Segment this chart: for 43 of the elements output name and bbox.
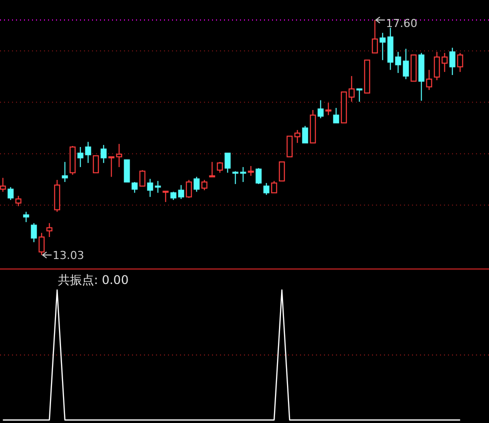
candlestick bbox=[147, 178, 154, 198]
candlestick bbox=[15, 195, 22, 207]
candlestick bbox=[426, 69, 432, 90]
candlestick bbox=[100, 144, 107, 164]
candlestick bbox=[256, 168, 262, 185]
chart-title: 共振点: 0.00 bbox=[58, 273, 129, 287]
annotation: 17.60 bbox=[386, 17, 418, 30]
candlestick bbox=[325, 102, 332, 116]
candlestick bbox=[46, 222, 52, 238]
candlestick bbox=[248, 166, 254, 176]
candlestick bbox=[154, 180, 161, 194]
candlestick bbox=[356, 88, 362, 102]
candlestick bbox=[294, 130, 300, 144]
candlestick bbox=[457, 52, 464, 72]
candlestick bbox=[271, 180, 278, 194]
candlestick bbox=[124, 159, 130, 182]
candlestick bbox=[186, 179, 192, 198]
candlestick bbox=[132, 181, 138, 194]
candlestick bbox=[318, 100, 324, 119]
candlestick bbox=[62, 161, 68, 182]
candlestick bbox=[302, 125, 308, 144]
candlestick bbox=[0, 177, 6, 192]
candlestick bbox=[201, 179, 208, 191]
candlestick bbox=[402, 48, 409, 80]
candlestick bbox=[286, 136, 293, 158]
candlestick bbox=[333, 107, 340, 124]
candlestick bbox=[449, 47, 456, 76]
candlestick bbox=[216, 161, 223, 174]
annotation: 13.03 bbox=[52, 249, 84, 262]
candlestick bbox=[194, 176, 200, 192]
candlestick bbox=[209, 161, 216, 178]
candlestick bbox=[38, 232, 45, 256]
candlestick bbox=[263, 182, 270, 196]
candlestick bbox=[92, 155, 99, 174]
candlestick bbox=[224, 152, 231, 174]
candlestick bbox=[30, 222, 37, 243]
candlestick bbox=[278, 161, 285, 182]
candlestick bbox=[380, 32, 386, 61]
candlestick bbox=[372, 20, 378, 54]
candlestick bbox=[139, 170, 146, 187]
candlestick bbox=[162, 190, 169, 203]
candlestick bbox=[23, 211, 30, 223]
candlestick bbox=[8, 186, 14, 200]
